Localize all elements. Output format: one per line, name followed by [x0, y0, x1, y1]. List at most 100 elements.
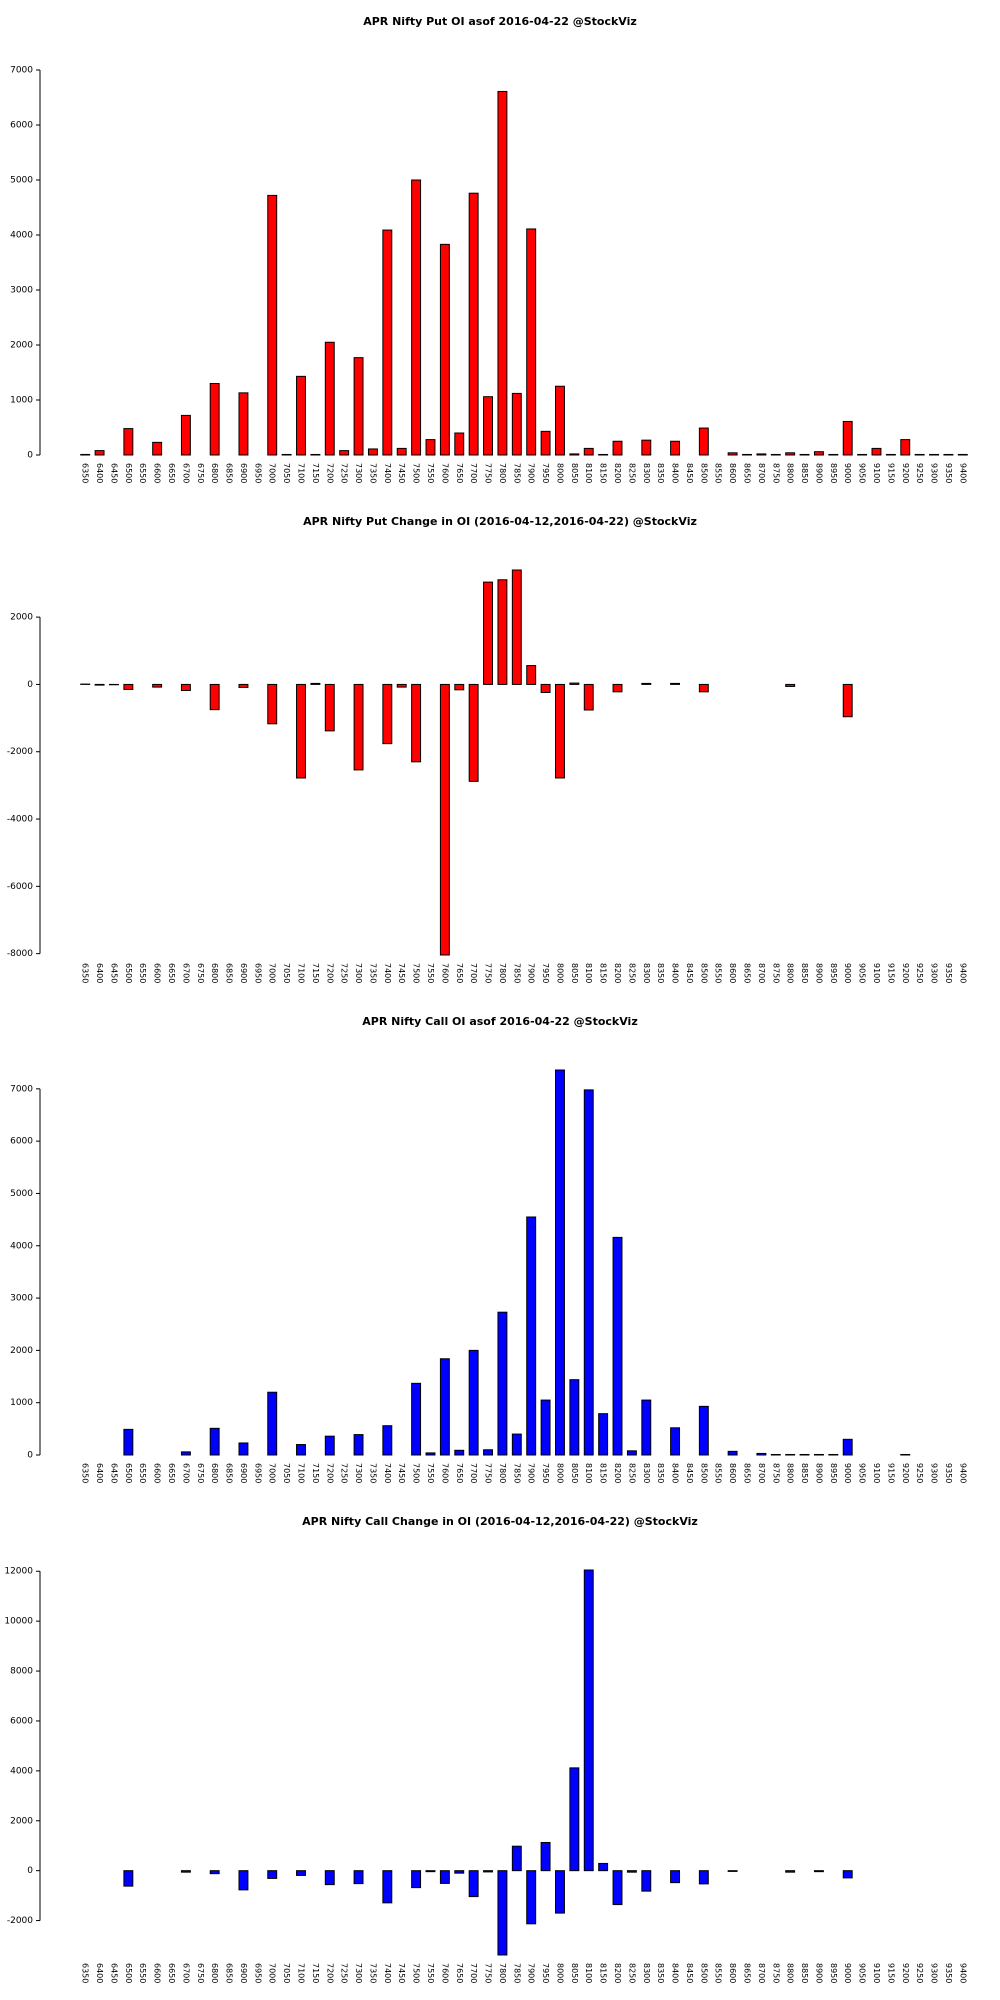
x-tick-label: 9200: [901, 1463, 910, 1483]
bar: [540, 1399, 551, 1456]
x-tick-label: 6700: [181, 1463, 190, 1483]
x-tick-label: 6550: [138, 463, 147, 483]
bar: [310, 682, 321, 685]
bar: [468, 683, 479, 782]
x-tick-label: 8350: [656, 1463, 665, 1483]
x-tick-label: 6900: [239, 1463, 248, 1483]
x-tick-label: 8900: [814, 1463, 823, 1483]
bar: [526, 1870, 537, 1925]
bar: [180, 683, 191, 691]
x-tick-label: 6700: [181, 1963, 190, 1983]
bar: [94, 450, 105, 456]
x-tick-label: 8850: [800, 963, 809, 983]
bar: [468, 1870, 479, 1898]
x-tick-label: 8200: [613, 1963, 622, 1983]
bar: [842, 420, 853, 456]
x-tick-label: 6850: [225, 1463, 234, 1483]
x-tick-label: 9350: [944, 963, 953, 983]
x-tick-label: 9100: [872, 963, 881, 983]
x-tick-label: 6450: [109, 1463, 118, 1483]
x-tick-label: 8300: [642, 463, 651, 483]
x-tick-label: 9250: [915, 1463, 924, 1483]
bar: [770, 1453, 781, 1456]
bar: [180, 1870, 191, 1873]
bar: [900, 1453, 911, 1456]
bar: [598, 1413, 609, 1456]
y-tick-label: 2000: [10, 341, 33, 351]
x-tick-label: 7050: [282, 1963, 291, 1983]
x-tick-label: 7000: [268, 1963, 277, 1983]
bar: [238, 683, 249, 688]
bar: [785, 452, 796, 456]
bar: [626, 1450, 637, 1456]
y-tick-label: 2000: [10, 1346, 33, 1356]
x-tick-label: 8950: [829, 1963, 838, 1983]
x-tick-label: 7400: [383, 963, 392, 983]
x-tick-label: 7000: [268, 1463, 277, 1483]
bar: [641, 1870, 652, 1892]
bar: [569, 1379, 580, 1456]
x-tick-label: 9000: [843, 963, 852, 983]
bar: [612, 683, 623, 693]
x-tick-label: 8050: [570, 1963, 579, 1983]
bar: [152, 683, 163, 688]
x-tick-label: 8500: [699, 1463, 708, 1483]
bar: [439, 683, 450, 956]
x-tick-label: 6900: [239, 1963, 248, 1983]
y-tick-label: 4000: [10, 231, 33, 241]
x-tick-label: 8350: [656, 1963, 665, 1983]
x-tick-label: 7900: [527, 1963, 536, 1983]
bar: [785, 1870, 796, 1873]
x-tick-label: 7300: [354, 463, 363, 483]
x-tick-label: 8750: [771, 463, 780, 483]
bar: [698, 1405, 709, 1456]
bar: [454, 1449, 465, 1456]
x-tick-label: 9150: [886, 463, 895, 483]
x-tick-label: 8000: [555, 963, 564, 983]
x-tick-label: 7300: [354, 963, 363, 983]
bar: [871, 447, 882, 456]
bar: [396, 683, 407, 688]
y-tick-label: 5000: [10, 176, 33, 186]
x-tick-label: 8700: [757, 1463, 766, 1483]
y-tick-label: -2000: [7, 1916, 33, 1926]
x-tick-label: 6500: [124, 463, 133, 483]
x-tick-label: 8600: [728, 963, 737, 983]
x-tick-label: 8200: [613, 963, 622, 983]
bar: [497, 1311, 508, 1456]
x-tick-label: 7550: [426, 1963, 435, 1983]
x-tick-label: 8800: [786, 1463, 795, 1483]
bar: [123, 1428, 134, 1456]
x-tick-label: 7200: [325, 1463, 334, 1483]
x-tick-label: 8700: [757, 1963, 766, 1983]
x-tick-label: 7500: [412, 1963, 421, 1983]
x-tick-label: 6900: [239, 463, 248, 483]
x-tick-label: 8250: [627, 1963, 636, 1983]
x-tick-label: 9050: [858, 463, 867, 483]
bar: [641, 682, 652, 685]
x-tick-label: 8550: [714, 1463, 723, 1483]
bar: [770, 453, 781, 456]
x-tick-label: 7700: [469, 963, 478, 983]
y-tick-label: 3000: [10, 1294, 33, 1304]
x-tick-label: 8650: [743, 1463, 752, 1483]
x-tick-label: 7650: [455, 1463, 464, 1483]
x-tick-label: 8000: [555, 1463, 564, 1483]
bar: [123, 683, 134, 690]
x-tick-label: 8600: [728, 1463, 737, 1483]
x-tick-label: 8200: [613, 1463, 622, 1483]
y-tick-label: 6000: [10, 121, 33, 131]
bar: [842, 1438, 853, 1456]
x-tick-label: 8400: [671, 463, 680, 483]
x-tick-label: 8100: [584, 463, 593, 483]
x-tick-label: 8850: [800, 463, 809, 483]
bar: [842, 683, 853, 718]
bar: [583, 1569, 594, 1872]
y-tick-label: 2000: [10, 613, 33, 623]
x-tick-label: 7100: [297, 463, 306, 483]
bar: [626, 1870, 637, 1873]
x-tick-label: 7450: [397, 463, 406, 483]
bar: [957, 453, 968, 456]
x-tick-label: 6650: [167, 463, 176, 483]
x-tick-label: 6400: [95, 963, 104, 983]
